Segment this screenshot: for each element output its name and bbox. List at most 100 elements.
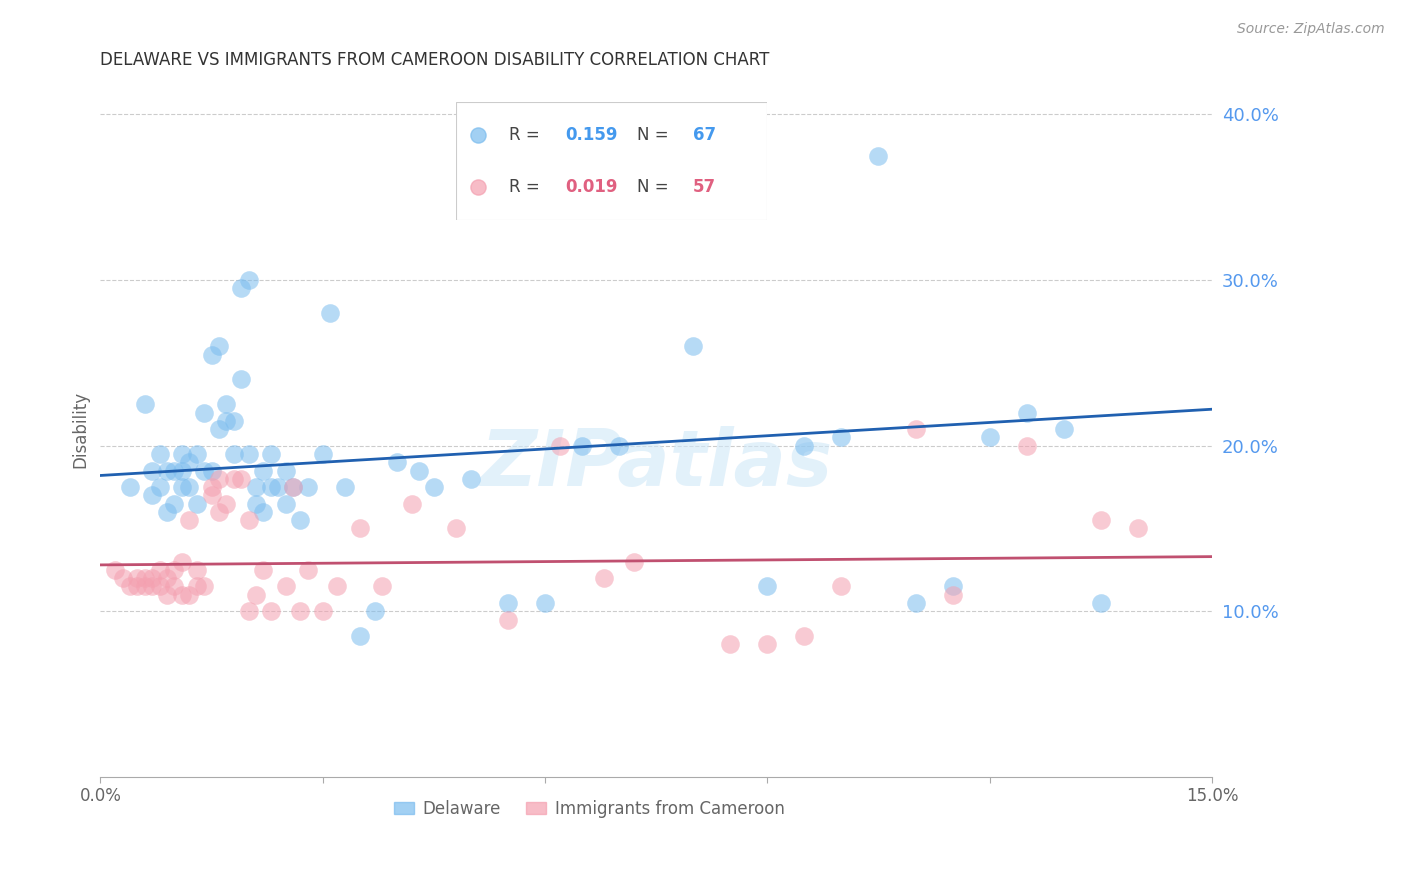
Point <box>1053 422 1076 436</box>
Point <box>904 596 927 610</box>
Point <box>1015 439 1038 453</box>
Point <box>252 463 274 477</box>
Point <box>260 480 283 494</box>
Point <box>274 579 297 593</box>
Point <box>941 579 963 593</box>
Point <box>215 397 238 411</box>
Point <box>238 513 260 527</box>
Point <box>408 463 430 477</box>
Point <box>186 497 208 511</box>
Point <box>179 455 201 469</box>
Point <box>941 588 963 602</box>
Point <box>156 571 179 585</box>
Point <box>238 273 260 287</box>
Point <box>274 463 297 477</box>
Point <box>141 579 163 593</box>
Point <box>1090 513 1112 527</box>
Point <box>756 637 779 651</box>
Point <box>297 480 319 494</box>
Point <box>274 497 297 511</box>
Point <box>179 588 201 602</box>
Point <box>718 637 741 651</box>
Point <box>267 480 290 494</box>
Point <box>245 588 267 602</box>
Point <box>200 488 222 502</box>
Point <box>149 563 172 577</box>
Point <box>793 439 815 453</box>
Point <box>215 414 238 428</box>
Point <box>423 480 446 494</box>
Point <box>297 563 319 577</box>
Point <box>134 579 156 593</box>
Point <box>170 588 193 602</box>
Point <box>290 604 312 618</box>
Point <box>193 405 215 419</box>
Point <box>623 555 645 569</box>
Point <box>208 505 231 519</box>
Point <box>830 579 852 593</box>
Point <box>134 571 156 585</box>
Point <box>163 563 186 577</box>
Point <box>252 563 274 577</box>
Legend: Delaware, Immigrants from Cameroon: Delaware, Immigrants from Cameroon <box>388 793 792 824</box>
Point <box>281 480 304 494</box>
Point <box>260 447 283 461</box>
Point <box>215 497 238 511</box>
Text: Source: ZipAtlas.com: Source: ZipAtlas.com <box>1237 22 1385 37</box>
Point <box>571 439 593 453</box>
Point <box>118 480 141 494</box>
Point <box>127 571 149 585</box>
Point <box>363 604 385 618</box>
Point <box>231 281 253 295</box>
Point <box>260 604 283 618</box>
Point <box>179 513 201 527</box>
Point <box>593 571 616 585</box>
Point <box>156 505 179 519</box>
Point <box>868 149 890 163</box>
Point <box>1090 596 1112 610</box>
Point <box>548 439 571 453</box>
Point <box>401 497 423 511</box>
Point <box>904 422 927 436</box>
Point <box>496 596 519 610</box>
Point <box>193 463 215 477</box>
Point <box>252 505 274 519</box>
Point <box>186 579 208 593</box>
Point <box>141 463 163 477</box>
Point <box>333 480 356 494</box>
Point <box>149 447 172 461</box>
Point <box>163 497 186 511</box>
Point <box>127 579 149 593</box>
Point <box>200 480 222 494</box>
Point <box>222 414 245 428</box>
Point <box>311 447 333 461</box>
Text: DELAWARE VS IMMIGRANTS FROM CAMEROON DISABILITY CORRELATION CHART: DELAWARE VS IMMIGRANTS FROM CAMEROON DIS… <box>100 51 769 69</box>
Point <box>170 447 193 461</box>
Point <box>534 596 557 610</box>
Point <box>170 555 193 569</box>
Point <box>149 480 172 494</box>
Point <box>104 563 127 577</box>
Text: ZIPatlas: ZIPatlas <box>479 425 832 502</box>
Point <box>186 563 208 577</box>
Point <box>830 430 852 444</box>
Point <box>118 579 141 593</box>
Point <box>222 447 245 461</box>
Point <box>111 571 134 585</box>
Point <box>170 480 193 494</box>
Point <box>149 579 172 593</box>
Point <box>141 488 163 502</box>
Point <box>163 463 186 477</box>
Point <box>238 447 260 461</box>
Point <box>682 339 704 353</box>
Point <box>200 348 222 362</box>
Point <box>208 422 231 436</box>
Point <box>349 521 371 535</box>
Point <box>371 579 394 593</box>
Point <box>460 472 482 486</box>
Point <box>245 480 267 494</box>
Point <box>179 480 201 494</box>
Point <box>134 397 156 411</box>
Point <box>141 571 163 585</box>
Point <box>607 439 630 453</box>
